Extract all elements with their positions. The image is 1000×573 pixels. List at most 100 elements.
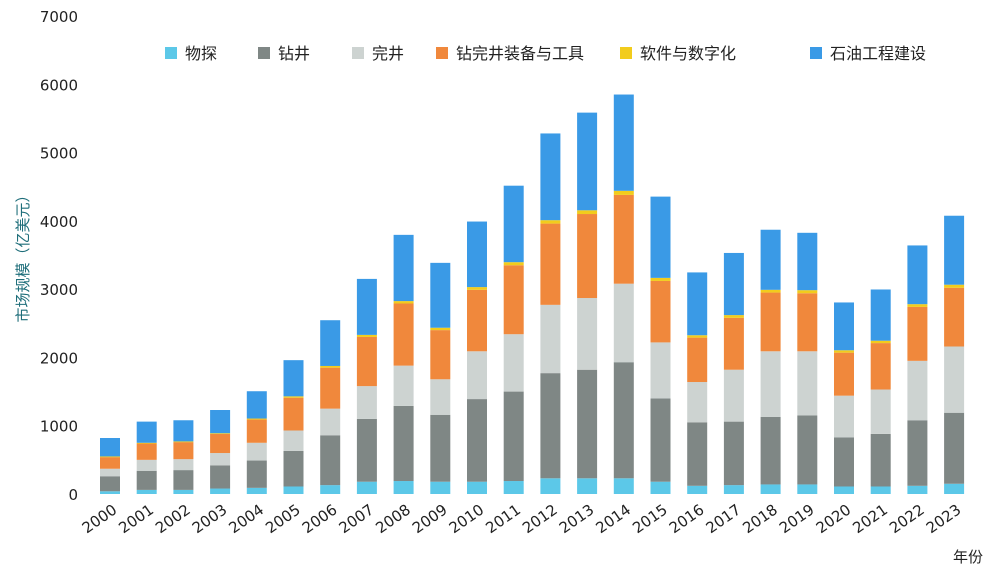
bar-segment <box>613 283 634 363</box>
x-tick-label: 2020 <box>813 501 855 538</box>
bar-segment <box>246 487 267 494</box>
bar-segment <box>577 210 598 215</box>
bar-segment <box>393 405 414 482</box>
x-tick-label: 2011 <box>482 501 524 538</box>
bar-segment <box>136 459 157 471</box>
bar-segment <box>430 414 451 482</box>
bar-segment <box>650 196 671 278</box>
bar-segment <box>210 465 231 489</box>
bar-segment <box>944 287 965 347</box>
legend: 物探 钻井 完井 钻完井装备与工具 软件与数字化 石油工程建设 <box>165 44 926 63</box>
legend-label: 物探 <box>185 44 217 63</box>
legend-swatch <box>620 47 632 59</box>
bar-segment <box>503 262 524 266</box>
bar-segment <box>760 484 781 494</box>
bar-segment <box>173 470 194 490</box>
bar-segment <box>100 456 120 458</box>
bar-segment <box>577 478 598 494</box>
bar-segment <box>834 302 854 351</box>
x-tick-label: 2006 <box>299 501 341 538</box>
bar-segment <box>467 481 487 494</box>
x-tick-label: 2004 <box>225 501 267 538</box>
bar-segment <box>136 489 157 494</box>
bar-segment <box>907 485 928 494</box>
bar-segment <box>650 481 671 494</box>
bar-segment <box>283 430 304 451</box>
bar-segment <box>540 133 561 221</box>
bar-segment <box>467 221 487 288</box>
bar-segment <box>944 284 965 288</box>
bar-segment <box>173 442 194 460</box>
bar-segment <box>100 438 120 457</box>
x-tick-label: 2010 <box>446 501 488 538</box>
bar-segment <box>173 459 194 471</box>
bar-segment <box>650 280 671 343</box>
bar-segment <box>613 478 634 494</box>
bar-segment <box>540 223 561 305</box>
bar-segment <box>320 485 341 494</box>
bar-segment <box>613 362 634 479</box>
bar-segment <box>356 418 377 482</box>
x-tick-label: 2001 <box>115 501 157 538</box>
bar-segment <box>834 437 854 487</box>
bar-segment <box>320 365 341 368</box>
bar-segment <box>870 343 891 390</box>
bar-segment <box>467 399 487 482</box>
legend-label: 完井 <box>372 44 404 63</box>
legend-label: 软件与数字化 <box>640 44 736 63</box>
bar-segment <box>907 304 928 307</box>
bar-segment <box>136 421 157 443</box>
x-tick-label: 2009 <box>409 501 451 538</box>
bar-segment <box>100 491 120 494</box>
bar-segment <box>430 330 451 380</box>
bar-segment <box>467 289 487 352</box>
bar-segment <box>797 290 818 294</box>
bar-segment <box>320 367 341 409</box>
legend-label: 钻井 <box>278 44 310 63</box>
bar-segment <box>687 335 708 338</box>
x-axis: 2000200120022003200420052006200720082009… <box>79 501 965 538</box>
bar-segment <box>100 468 120 477</box>
y-axis-label: 市场规模（亿美元） <box>14 187 32 322</box>
y-tick-label: 6000 <box>40 76 78 94</box>
x-tick-label: 2016 <box>666 501 708 538</box>
bar-segment <box>503 391 524 482</box>
bar-segment <box>797 232 818 291</box>
bar-segment <box>870 433 891 487</box>
bar-segment <box>944 412 965 484</box>
bar-segment <box>283 396 304 398</box>
bar-segment <box>503 481 524 494</box>
bar-segment <box>136 443 157 460</box>
bar-segment <box>283 397 304 431</box>
bar-segment <box>540 478 561 494</box>
x-tick-label: 2005 <box>262 501 304 538</box>
bar-segment <box>246 419 267 443</box>
bar-segment <box>834 350 854 353</box>
bar-segment <box>467 287 487 290</box>
bar-segment <box>100 476 120 492</box>
bar-segment <box>650 277 671 281</box>
bar-segment <box>246 442 267 461</box>
bar-segment <box>356 481 377 494</box>
x-tick-label: 2014 <box>592 501 634 538</box>
bar-segment <box>173 489 194 494</box>
bar-segment <box>210 433 231 454</box>
bar-segment <box>283 486 304 494</box>
bar-segment <box>540 220 561 224</box>
bar-segment <box>760 229 781 290</box>
bar-segment <box>577 369 598 479</box>
x-tick-label: 2022 <box>886 501 928 538</box>
y-tick-label: 2000 <box>40 349 78 367</box>
bar-segment <box>687 382 708 423</box>
bar-segment <box>320 408 341 436</box>
bar-segment <box>320 435 341 486</box>
legend-swatch <box>810 47 822 59</box>
bar-segment <box>393 481 414 494</box>
bar-segment <box>870 340 891 344</box>
x-tick-label: 2007 <box>336 501 378 538</box>
bar-segment <box>944 215 965 285</box>
bar-segment <box>503 185 524 263</box>
bar-segment <box>320 320 341 366</box>
legend-label: 钻完井装备与工具 <box>456 44 584 63</box>
bar-segment <box>723 421 744 486</box>
